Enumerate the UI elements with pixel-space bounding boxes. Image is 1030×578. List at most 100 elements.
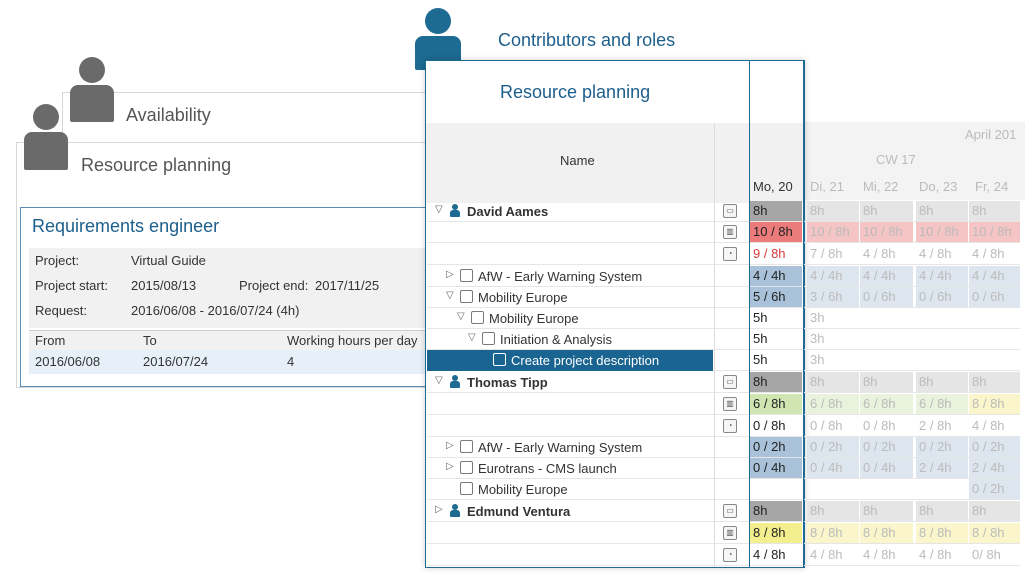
planning-row[interactable]: ▥ 8 / 8h 8 / 8h 8 / 8h 8 / 8h 8 / 8h (427, 523, 1020, 544)
hours-cell[interactable]: 4 / 8h (972, 246, 1005, 261)
hours-cell[interactable]: 3 / 6h (807, 287, 859, 307)
collapse-toggle-icon[interactable]: ▽ (435, 204, 443, 215)
hours-cell[interactable]: 8h (860, 501, 913, 521)
hours-cell[interactable]: 0 / 2h (969, 479, 1020, 499)
hours-cell[interactable]: 8h (807, 501, 859, 521)
expand-toggle-icon[interactable]: ▷ (446, 269, 454, 280)
hours-cell[interactable]: 4 / 4h (807, 266, 859, 286)
planning-row[interactable]: ▽ Mobility Europe 5 / 6h 3 / 6h 0 / 6h 0 / 6h… (427, 287, 1020, 308)
hours-cell[interactable]: 0 / 4h (749, 458, 802, 478)
hours-cell[interactable]: 0 / 4h (860, 458, 913, 478)
hours-cell[interactable]: 6 / 8h (749, 394, 802, 414)
hours-cell[interactable]: 8h (807, 201, 859, 221)
hours-cell[interactable]: 4 / 4h (860, 266, 913, 286)
hours-cell[interactable]: 8h (807, 372, 859, 392)
hours-cell[interactable]: 7 / 8h (810, 246, 843, 261)
hours-cell[interactable]: 0 / 8h (749, 416, 802, 436)
planning-row[interactable]: ▽ Initiation & Analysis 5h 3h (427, 329, 1020, 350)
hours-cell[interactable]: 3h (810, 352, 825, 367)
collapse-toggle-icon[interactable]: ▽ (435, 375, 443, 386)
hours-cell[interactable]: 0 / 4h (807, 458, 859, 478)
planning-row[interactable]: Create project description 5h 3h (427, 350, 1020, 371)
hours-cell[interactable]: 2 / 4h (969, 458, 1020, 478)
hours-cell[interactable]: 0 / 2h (916, 437, 968, 457)
hours-cell[interactable]: 0 / 2h (860, 437, 913, 457)
hours-cell[interactable]: 0 / 8h (863, 418, 896, 433)
hours-cell[interactable]: 8 / 8h (969, 523, 1020, 543)
planning-row[interactable]: ◔ 9 / 8h 7 / 8h 4 / 8h 4 / 8h 4 / 8h (427, 244, 1020, 265)
collapse-toggle-icon[interactable]: ▽ (468, 332, 476, 343)
hours-cell[interactable]: 5h (749, 350, 802, 370)
hours-cell[interactable]: 0 / 8h (810, 418, 843, 433)
hours-cell[interactable]: 8h (969, 201, 1020, 221)
hours-cell[interactable]: 2 / 4h (916, 458, 968, 478)
planning-row[interactable]: ▷ AfW - Early Warning System 0 / 2h 0 / 2h 0… (427, 437, 1020, 458)
hours-cell[interactable]: 6 / 8h (916, 394, 968, 414)
day-header-di[interactable]: Di, 21 (810, 179, 844, 194)
hours-cell[interactable]: 4 / 4h (749, 266, 802, 286)
planning-row[interactable]: ▷ AfW - Early Warning System 4 / 4h 4 / 4h 4… (427, 266, 1020, 287)
hours-cell[interactable] (916, 479, 968, 499)
hours-cell[interactable]: 6 / 8h (807, 394, 859, 414)
hours-cell[interactable]: 3h (810, 310, 825, 325)
planning-row[interactable]: ▽ Thomas Tipp ▭ 8h 8h 8h 8h 8h (427, 372, 1020, 393)
expand-toggle-icon[interactable]: ▷ (446, 461, 454, 472)
hours-cell[interactable]: 4 / 8h (919, 246, 952, 261)
planning-row[interactable]: Mobility Europe 0 / 2h (427, 479, 1020, 500)
planning-row[interactable]: ▥ 6 / 8h 6 / 8h 6 / 8h 6 / 8h 8 / 8h (427, 394, 1020, 415)
hours-cell[interactable]: 8h (916, 372, 968, 392)
hours-cell[interactable]: 5h (749, 329, 802, 349)
name-column-header[interactable]: Name (560, 153, 595, 168)
hours-cell[interactable] (807, 479, 859, 499)
hours-cell[interactable]: 8h (860, 201, 913, 221)
expand-toggle-icon[interactable]: ▷ (435, 504, 443, 515)
hours-cell[interactable]: 8 / 8h (916, 523, 968, 543)
hours-cell[interactable]: 0 / 2h (807, 437, 859, 457)
expand-toggle-icon[interactable]: ▷ (446, 440, 454, 451)
hours-cell[interactable]: 10 / 8h (807, 222, 859, 242)
collapse-toggle-icon[interactable]: ▽ (457, 311, 465, 322)
hours-cell[interactable]: 4 / 8h (972, 418, 1005, 433)
planning-row[interactable]: ◔ 4 / 8h 4 / 8h 4 / 8h 4 / 8h 0/ 8h (427, 545, 1020, 566)
requirements-table-row[interactable]: 2016/06/08 2016/07/24 4 (29, 350, 429, 374)
hours-cell[interactable]: 3h (810, 331, 825, 346)
collapse-toggle-icon[interactable]: ▽ (446, 290, 454, 301)
hours-cell[interactable]: 0 / 6h (860, 287, 913, 307)
day-header-mi[interactable]: Mi, 22 (863, 179, 899, 194)
hours-cell[interactable]: 8 / 8h (807, 523, 859, 543)
hours-cell[interactable]: 0 / 6h (969, 287, 1020, 307)
planning-row[interactable]: ▷ Eurotrans - CMS launch 0 / 4h 0 / 4h 0 / 4… (427, 458, 1020, 479)
hours-cell[interactable]: 4 / 8h (863, 547, 896, 562)
hours-cell[interactable]: 8 / 8h (860, 523, 913, 543)
hours-cell[interactable]: 2 / 8h (919, 418, 952, 433)
day-header-fr[interactable]: Fr, 24 (975, 179, 1009, 194)
hours-cell[interactable]: 0 / 2h (969, 437, 1020, 457)
hours-cell[interactable]: 0 / 2h (749, 437, 802, 457)
hours-cell[interactable]: 8h (860, 372, 913, 392)
hours-cell[interactable]: 8h (749, 501, 802, 521)
hours-cell[interactable]: 0/ 8h (972, 547, 1001, 562)
planning-row[interactable]: ▷ Edmund Ventura ▭ 8h 8h 8h 8h 8h (427, 501, 1020, 522)
hours-cell[interactable]: 4 / 8h (919, 547, 952, 562)
hours-cell[interactable]: 0 / 6h (916, 287, 968, 307)
planning-row[interactable]: ◔ 0 / 8h 0 / 8h 0 / 8h 2 / 8h 4 / 8h (427, 416, 1020, 437)
hours-cell[interactable]: 5h (749, 308, 802, 328)
hours-cell[interactable]: 4 / 8h (810, 547, 843, 562)
day-header-do[interactable]: Do, 23 (919, 179, 958, 194)
hours-cell[interactable]: 4 / 4h (969, 266, 1020, 286)
planning-row[interactable]: ▽ Mobility Europe 5h 3h (427, 308, 1020, 329)
hours-cell[interactable]: 5 / 6h (749, 287, 802, 307)
hours-cell[interactable]: 8h (916, 501, 968, 521)
hours-cell[interactable]: 10 / 8h (969, 222, 1020, 242)
hours-cell[interactable]: 8 / 8h (969, 394, 1020, 414)
hours-cell[interactable]: 4 / 8h (863, 246, 896, 261)
hours-cell[interactable]: 8h (749, 201, 802, 221)
hours-cell[interactable] (749, 479, 802, 499)
hours-cell[interactable]: 4 / 8h (749, 545, 802, 565)
hours-cell[interactable]: 10 / 8h (749, 222, 802, 242)
hours-cell[interactable]: 8h (749, 372, 802, 392)
hours-cell[interactable]: 10 / 8h (916, 222, 968, 242)
day-header-mo[interactable]: Mo, 20 (753, 179, 793, 194)
hours-cell[interactable]: 8h (969, 372, 1020, 392)
hours-cell[interactable]: 10 / 8h (860, 222, 913, 242)
